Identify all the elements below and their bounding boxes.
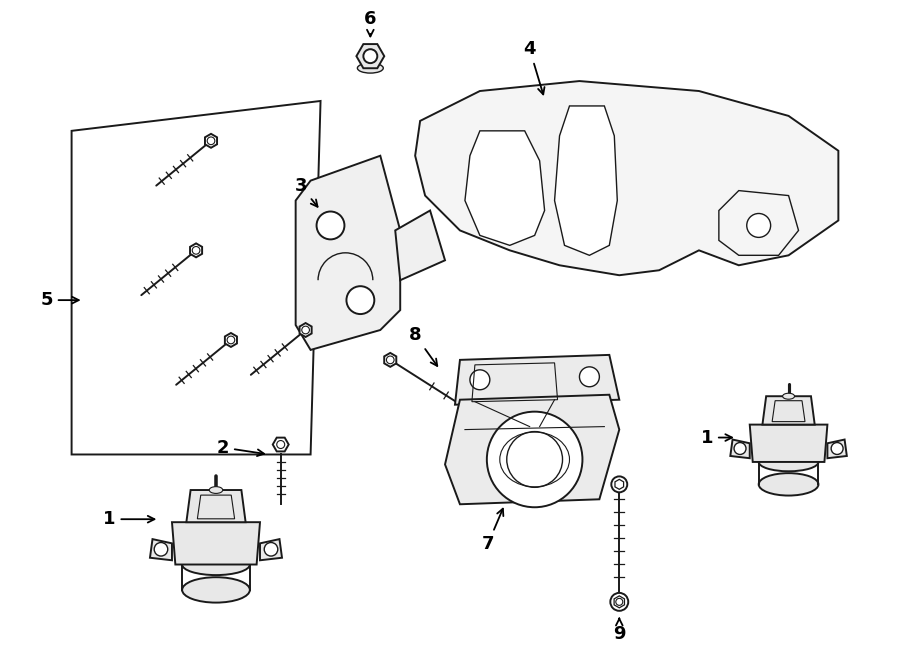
Ellipse shape bbox=[783, 393, 795, 399]
Polygon shape bbox=[750, 424, 827, 462]
Ellipse shape bbox=[759, 473, 818, 496]
Polygon shape bbox=[762, 396, 814, 424]
Ellipse shape bbox=[209, 486, 223, 493]
Polygon shape bbox=[300, 323, 311, 337]
Polygon shape bbox=[384, 353, 396, 367]
Circle shape bbox=[470, 370, 490, 390]
Circle shape bbox=[734, 442, 746, 455]
Polygon shape bbox=[395, 210, 445, 280]
Circle shape bbox=[207, 137, 215, 145]
Text: 6: 6 bbox=[364, 11, 376, 36]
Polygon shape bbox=[730, 440, 750, 458]
Polygon shape bbox=[186, 490, 246, 522]
Polygon shape bbox=[205, 134, 217, 148]
Polygon shape bbox=[827, 440, 847, 458]
Circle shape bbox=[346, 286, 374, 314]
Circle shape bbox=[487, 412, 582, 507]
Circle shape bbox=[611, 477, 627, 492]
Circle shape bbox=[831, 442, 843, 455]
Text: 4: 4 bbox=[524, 40, 544, 95]
Polygon shape bbox=[172, 522, 260, 564]
Ellipse shape bbox=[182, 554, 250, 575]
Polygon shape bbox=[225, 333, 237, 347]
Polygon shape bbox=[614, 596, 625, 608]
Polygon shape bbox=[356, 44, 384, 68]
Text: 1: 1 bbox=[104, 510, 155, 528]
Circle shape bbox=[580, 367, 599, 387]
Circle shape bbox=[747, 214, 770, 237]
Circle shape bbox=[193, 247, 200, 254]
Circle shape bbox=[227, 336, 235, 344]
Polygon shape bbox=[455, 355, 619, 405]
Text: 5: 5 bbox=[40, 291, 78, 309]
Circle shape bbox=[265, 543, 278, 556]
Circle shape bbox=[317, 212, 345, 239]
Polygon shape bbox=[719, 190, 798, 255]
Polygon shape bbox=[190, 243, 203, 257]
Text: 2: 2 bbox=[217, 438, 264, 457]
Text: 9: 9 bbox=[613, 619, 626, 642]
Polygon shape bbox=[296, 156, 400, 350]
Circle shape bbox=[616, 598, 623, 605]
Polygon shape bbox=[445, 395, 619, 504]
Circle shape bbox=[276, 440, 284, 449]
Polygon shape bbox=[150, 539, 172, 561]
Text: 3: 3 bbox=[294, 176, 318, 207]
Circle shape bbox=[302, 326, 310, 334]
Circle shape bbox=[386, 356, 394, 364]
Text: 8: 8 bbox=[409, 326, 437, 366]
Circle shape bbox=[507, 432, 562, 487]
Ellipse shape bbox=[182, 577, 250, 603]
Polygon shape bbox=[465, 131, 544, 245]
Polygon shape bbox=[273, 438, 289, 451]
Polygon shape bbox=[415, 81, 839, 275]
Circle shape bbox=[610, 593, 628, 611]
Circle shape bbox=[154, 543, 167, 556]
Polygon shape bbox=[72, 101, 320, 455]
Ellipse shape bbox=[759, 453, 818, 471]
Ellipse shape bbox=[357, 63, 383, 73]
Circle shape bbox=[364, 49, 377, 63]
Text: 7: 7 bbox=[482, 509, 503, 553]
Polygon shape bbox=[554, 106, 617, 255]
Text: 1: 1 bbox=[701, 428, 732, 447]
Polygon shape bbox=[615, 479, 624, 489]
Polygon shape bbox=[260, 539, 282, 561]
